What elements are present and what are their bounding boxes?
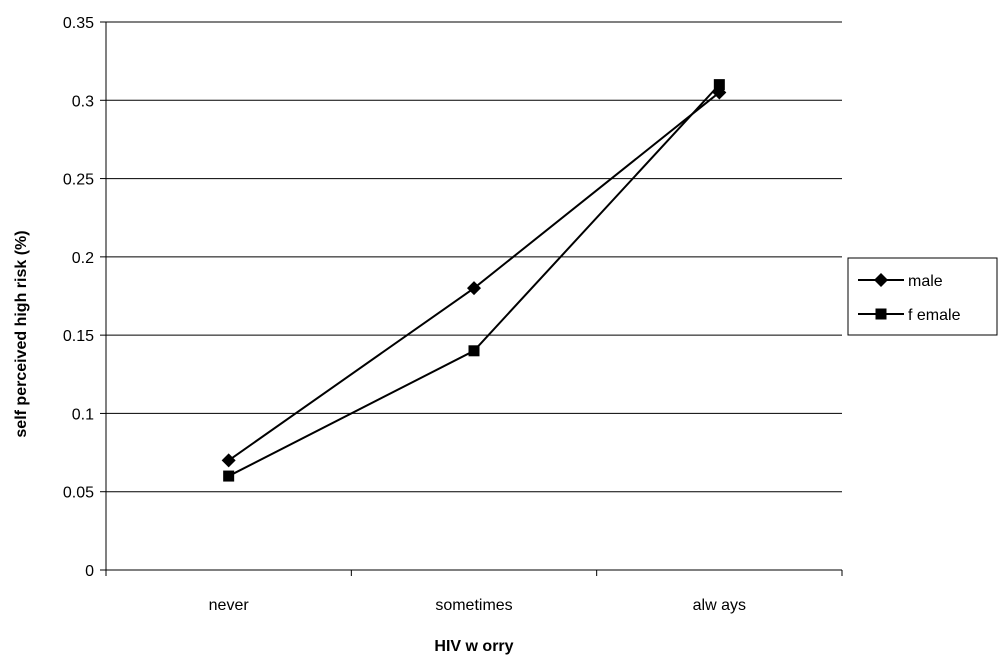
legend-label: f emale — [908, 307, 961, 324]
series-female — [223, 79, 725, 482]
legend-entry-male: male — [858, 273, 943, 290]
x-tick-label: alw ays — [693, 597, 746, 614]
legend-marker-diamond — [874, 273, 888, 287]
y-tick-label: 0.2 — [72, 250, 94, 267]
y-tick-label: 0 — [85, 563, 94, 580]
legend-entry-female: f emale — [858, 307, 961, 324]
y-tick-label: 0.1 — [72, 406, 94, 423]
y-tick-labels: 0 0.05 0.1 0.15 0.2 0.25 0.3 0.35 — [63, 15, 94, 580]
y-tick-label: 0.15 — [63, 328, 94, 345]
legend-box — [847, 257, 998, 336]
x-axis-title: HIV w orry — [434, 638, 513, 655]
data-point-female — [223, 470, 235, 482]
x-tick-label: sometimes — [435, 597, 512, 614]
y-tick-label: 0.25 — [63, 172, 94, 189]
data-point-female — [713, 79, 725, 91]
axes — [100, 21, 843, 576]
x-tick-label: never — [209, 597, 250, 614]
series — [221, 79, 727, 482]
series-line-female — [228, 83, 721, 477]
legend-label: male — [908, 273, 943, 290]
gridlines — [106, 21, 842, 493]
series-line-male — [228, 91, 720, 462]
x-tick-labels: never sometimes alw ays — [209, 597, 746, 614]
y-axis-title: self perceived high risk (%) — [13, 230, 30, 437]
y-tick-label: 0.3 — [72, 93, 94, 110]
series-male — [221, 85, 727, 468]
y-tick-label: 0.05 — [63, 485, 94, 502]
legend: male f emale — [847, 257, 998, 336]
data-point-male — [221, 453, 236, 468]
data-point-female — [468, 345, 480, 357]
data-point-male — [467, 281, 481, 296]
y-tick-label: 0.35 — [63, 15, 94, 32]
legend-marker-square — [875, 308, 887, 320]
